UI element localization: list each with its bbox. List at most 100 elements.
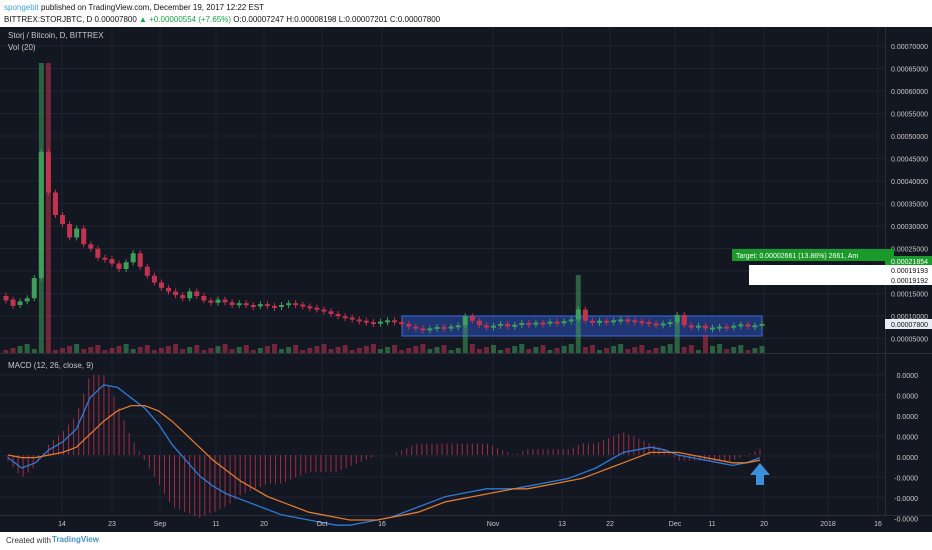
candle: [406, 323, 412, 327]
time-axis-label: 22: [606, 521, 614, 528]
volume-bar: [10, 348, 16, 353]
candle: [60, 215, 66, 224]
price-tag-bg: [885, 265, 932, 275]
candle: [483, 325, 489, 328]
volume-bar: [88, 347, 94, 353]
time-axis-label: Nov: [487, 521, 500, 528]
ohlc-values: O:0.00007247 H:0.00008198 L:0.00007201 C…: [233, 15, 441, 24]
volume-bar: [243, 345, 249, 353]
volume-bar: [399, 350, 405, 353]
volume-bar: [533, 347, 539, 353]
candle: [116, 263, 122, 269]
volume-bar: [476, 349, 482, 353]
candle: [130, 253, 136, 263]
volume-bar: [116, 346, 122, 353]
time-axis-label: 14: [58, 521, 66, 528]
candle: [24, 298, 30, 302]
volume-bar: [31, 349, 37, 353]
candle: [385, 320, 391, 323]
volume-bar: [52, 350, 58, 353]
candle: [271, 305, 277, 308]
candle: [681, 314, 687, 326]
candle: [547, 321, 553, 324]
price-axis-label: 0.00005000: [891, 337, 928, 344]
target-label-bg: [732, 249, 894, 261]
volume-bar: [462, 325, 468, 353]
candle: [462, 316, 468, 326]
time-axis-label: 11: [212, 521, 219, 528]
volume-bar: [759, 346, 765, 353]
volume-bars: [3, 63, 765, 353]
chart-canvas[interactable]: 0.00070000 0.00065000 0.00060000 0.00055000…: [0, 27, 932, 532]
price-change: ▲ +0.00000554 (+7.65%): [139, 15, 232, 24]
volume-bar: [222, 344, 228, 353]
candle: [639, 321, 645, 324]
volume-bar: [406, 348, 412, 353]
time-axis-label: 20: [760, 521, 768, 528]
candle: [109, 259, 115, 264]
volume-bar: [109, 348, 115, 353]
candle: [625, 319, 631, 322]
candle: [158, 282, 164, 288]
price-tag: 0.00019192: [891, 278, 928, 285]
volume-bar: [695, 350, 701, 353]
candle: [144, 266, 150, 276]
volume-bar: [554, 348, 560, 353]
volume-bar: [469, 344, 475, 353]
volume-bar: [561, 346, 567, 353]
volume-bar: [229, 349, 235, 353]
volume-bar: [137, 347, 143, 353]
volume-bar: [123, 344, 129, 353]
author-link[interactable]: spongebit: [4, 3, 39, 12]
candle: [554, 321, 560, 324]
price-axis-label: 0.00015000: [891, 292, 928, 299]
volume-bar: [201, 350, 207, 353]
volume-bar: [264, 346, 270, 353]
volume-bar: [349, 350, 355, 353]
volume-bar: [17, 346, 23, 353]
candle: [413, 326, 419, 329]
price-axis-label: 0.00035000: [891, 202, 928, 209]
candle: [434, 327, 440, 330]
volume-bar: [448, 350, 454, 353]
candle: [335, 314, 341, 317]
candle: [363, 320, 369, 323]
volume-bar: [166, 346, 172, 353]
volume-bar: [81, 349, 87, 353]
volume-bar: [158, 348, 164, 353]
volume-bar: [526, 349, 532, 353]
candle: [455, 325, 461, 328]
time-axis-label: 23: [108, 521, 116, 528]
candle: [257, 304, 263, 307]
candle: [264, 304, 270, 307]
candle: [187, 291, 193, 299]
volume-bar: [250, 350, 256, 353]
candle: [38, 152, 44, 278]
price-tag: 0.00019193: [891, 268, 928, 275]
candle: [74, 228, 80, 238]
volume-bar: [271, 344, 277, 353]
candle: [498, 323, 504, 326]
candle: [307, 306, 313, 309]
candle: [724, 326, 730, 329]
candle: [250, 305, 256, 307]
candle: [604, 320, 610, 323]
macd-histogram: [7, 374, 761, 518]
volume-bar: [130, 349, 136, 353]
volume-bar: [611, 346, 617, 353]
macd-axis-label: 0.0000: [897, 414, 919, 421]
price-axis-label: 0.00045000: [891, 157, 928, 164]
volume-bar: [455, 348, 461, 353]
price-tag-bg: [885, 256, 932, 266]
volume-bar: [257, 348, 263, 353]
tradingview-logo[interactable]: TradingView: [52, 535, 99, 544]
candle: [137, 253, 143, 267]
macd-axis-label: -0.0000: [894, 517, 918, 524]
candle: [17, 301, 23, 305]
candle: [123, 262, 129, 269]
candle: [519, 323, 525, 325]
candle: [321, 309, 327, 312]
macd-label: MACD (12, 26, close, 9): [8, 361, 94, 370]
volume-bar: [646, 350, 652, 353]
volume-bar: [505, 348, 511, 353]
